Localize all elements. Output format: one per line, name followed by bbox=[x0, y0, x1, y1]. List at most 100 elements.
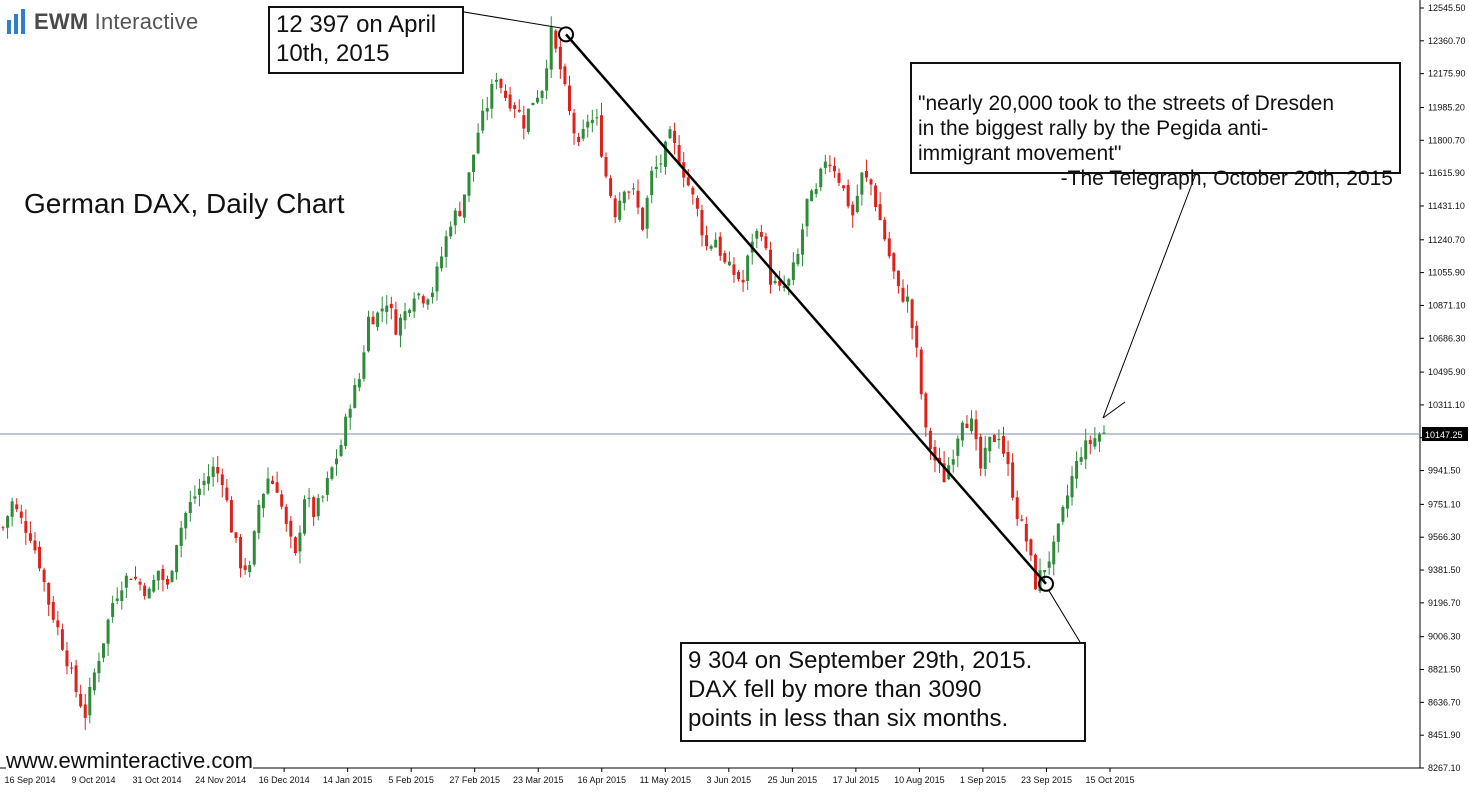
candle-down bbox=[220, 474, 224, 486]
candle-down bbox=[919, 349, 923, 395]
candle-up bbox=[787, 279, 791, 286]
candle-up bbox=[1056, 523, 1060, 542]
candle-up bbox=[353, 384, 357, 408]
candle-down bbox=[567, 85, 571, 112]
candle-up bbox=[956, 438, 960, 456]
candle-up bbox=[380, 308, 384, 312]
candle-up bbox=[152, 579, 156, 592]
candle-down bbox=[851, 204, 855, 216]
price-tick-label: 9381.50 bbox=[1428, 565, 1461, 575]
candle-down bbox=[599, 115, 603, 157]
candle-down bbox=[522, 115, 526, 129]
candle-down bbox=[60, 629, 64, 650]
candle-down bbox=[1020, 519, 1024, 521]
candle-up bbox=[179, 527, 183, 546]
candle-up bbox=[481, 110, 485, 131]
candle-up bbox=[188, 501, 192, 514]
candle-down bbox=[239, 536, 243, 569]
candle-down bbox=[846, 184, 850, 207]
price-tick-label: 11800.70 bbox=[1428, 135, 1465, 145]
candle-up bbox=[709, 245, 713, 249]
candle-down bbox=[718, 236, 722, 256]
candle-down bbox=[627, 191, 631, 193]
annotation-overlay bbox=[439, 7, 1199, 643]
candle-up bbox=[855, 195, 859, 213]
candle-up bbox=[1043, 570, 1047, 573]
candle-down bbox=[79, 693, 83, 707]
candle-down bbox=[901, 287, 905, 302]
candle-up bbox=[115, 598, 119, 601]
candle-down bbox=[723, 253, 727, 263]
candle-up bbox=[408, 309, 412, 314]
candle-down bbox=[896, 270, 900, 287]
candle-down bbox=[764, 236, 768, 249]
candle-up bbox=[773, 280, 777, 284]
candle-up bbox=[476, 132, 480, 154]
candle-up bbox=[782, 285, 786, 288]
candle-down bbox=[979, 436, 983, 469]
candle-up bbox=[430, 292, 434, 298]
candle-down bbox=[737, 271, 741, 280]
candle-down bbox=[741, 279, 745, 283]
candle-up bbox=[307, 497, 311, 499]
price-tick-label: 9566.30 bbox=[1428, 532, 1461, 542]
candle-up bbox=[170, 570, 174, 582]
candle-up bbox=[618, 200, 622, 220]
price-tick-label: 11615.90 bbox=[1428, 168, 1465, 178]
candle-down bbox=[42, 569, 46, 582]
low-pointer-line bbox=[1048, 590, 1081, 643]
quote-text: "nearly 20,000 took to the streets of Dr… bbox=[918, 92, 1335, 165]
candle-up bbox=[810, 190, 814, 202]
candle-up bbox=[444, 236, 448, 257]
candle-up bbox=[1047, 561, 1051, 568]
candle-up bbox=[462, 194, 466, 218]
candle-up bbox=[211, 466, 215, 477]
candle-down bbox=[887, 238, 891, 257]
candle-down bbox=[677, 145, 681, 165]
candle-up bbox=[334, 458, 338, 465]
candle-down bbox=[280, 494, 284, 507]
candle-up bbox=[252, 531, 256, 565]
date-tick-label: 23 Sep 2015 bbox=[1021, 775, 1072, 785]
candle-down bbox=[15, 504, 19, 510]
candle-up bbox=[467, 172, 471, 196]
candle-up bbox=[257, 504, 261, 533]
candle-down bbox=[1024, 524, 1028, 542]
candle-up bbox=[960, 422, 964, 441]
candle-up bbox=[175, 545, 179, 573]
candle-down bbox=[572, 112, 576, 134]
candle-up bbox=[1052, 541, 1056, 565]
candle-down bbox=[33, 540, 37, 551]
candle-up bbox=[586, 121, 590, 128]
candle-up bbox=[197, 488, 201, 495]
price-tick-label: 9751.10 bbox=[1428, 499, 1461, 509]
candle-up bbox=[819, 168, 823, 188]
candle-down bbox=[554, 30, 558, 49]
candle-up bbox=[1093, 438, 1097, 447]
candle-down bbox=[759, 231, 763, 237]
candle-down bbox=[869, 179, 873, 185]
date-tick-label: 9 Oct 2014 bbox=[72, 775, 116, 785]
quote-source: -The Telegraph, October 20th, 2015 bbox=[1060, 167, 1393, 190]
candle-up bbox=[536, 97, 540, 103]
candle-up bbox=[727, 261, 731, 266]
candle-up bbox=[1065, 495, 1069, 509]
candle-up bbox=[207, 476, 211, 484]
candle-up bbox=[426, 299, 430, 305]
candle-down bbox=[832, 165, 836, 172]
candle-down bbox=[38, 546, 42, 569]
brand-name: EWM Interactive bbox=[34, 9, 199, 34]
candle-up bbox=[376, 312, 380, 328]
candle-up bbox=[102, 643, 106, 658]
candle-up bbox=[531, 102, 535, 106]
candle-up bbox=[800, 229, 804, 255]
candle-down bbox=[275, 482, 279, 493]
candle-up bbox=[663, 141, 667, 167]
candle-up bbox=[202, 480, 206, 486]
candle-down bbox=[504, 90, 508, 98]
candle-up bbox=[631, 188, 635, 190]
candle-down bbox=[965, 423, 969, 429]
price-tick-label: 9196.70 bbox=[1428, 598, 1461, 608]
candle-up bbox=[184, 513, 188, 529]
date-tick-label: 16 Dec 2014 bbox=[259, 775, 310, 785]
